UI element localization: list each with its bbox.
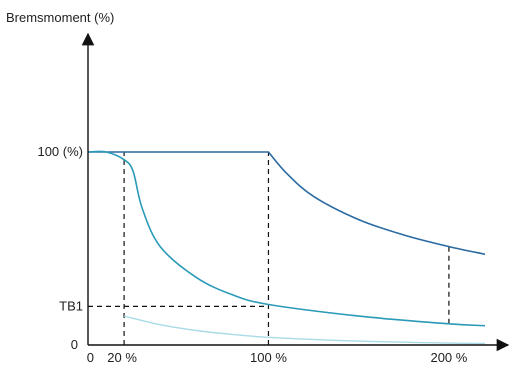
y-tick-label: TB1 [59,298,83,313]
series-line-0 [88,151,486,256]
x-tick-label: 0 [87,350,94,365]
x-tick-label: 100 % [250,350,287,365]
reference-lines [88,152,450,345]
series-line-1 [87,150,486,327]
x-tick-label: 200 % [430,350,467,365]
series-lines [87,150,486,345]
y-axis-label: Bremsmoment (%) [6,10,114,25]
y-tick-label: 0 [71,337,78,352]
x-tick-label: 20 % [107,350,137,365]
series-line-2 [123,315,486,345]
y-tick-label: 100 (%) [37,144,83,159]
tick-labels: 0 20 % 100 % 200 % 100 (%) TB1 0 [37,144,467,365]
